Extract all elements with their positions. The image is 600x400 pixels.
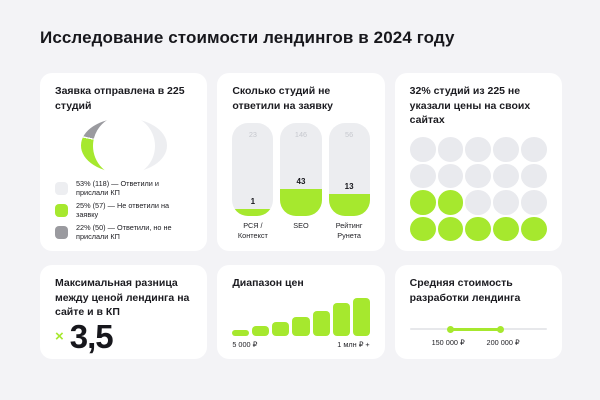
donut-legend: 53% (118) — Ответили и прислали КП 25% (… — [55, 179, 192, 241]
card-title: 32% студий из 225 не указали цены на сво… — [409, 85, 531, 127]
legend-swatch-green — [55, 203, 68, 217]
bar-group: 23 1 — [232, 123, 274, 217]
bar-value: 1 — [250, 196, 256, 206]
waffle-cell — [493, 137, 520, 162]
bar-total: 23 — [248, 130, 257, 140]
card-title: Максимальная разница между ценой лендинг… — [55, 277, 190, 319]
range-bar — [332, 303, 350, 336]
card-max-difference: Максимальная разница между ценой лендинг… — [40, 265, 208, 359]
legend-item: 25% (57) — Не ответили на заявку — [55, 201, 192, 219]
page-title: Исследование стоимости лендингов в 2024 … — [40, 28, 455, 47]
legend-label: 25% (57) — Не ответили на заявку — [76, 201, 170, 219]
legend-item: 53% (118) — Ответили и прислали КП — [55, 179, 192, 197]
range-bars — [232, 298, 370, 336]
legend-swatch-dark-gray — [55, 225, 68, 239]
waffle-cell — [409, 137, 436, 162]
bar-value: 13 — [344, 182, 354, 192]
waffle-cell — [493, 216, 520, 241]
slider-labels: 150 000 ₽ 200 000 ₽ — [410, 338, 547, 349]
waffle-cell — [493, 163, 520, 189]
bar-fill — [328, 194, 370, 217]
card-no-prices: 32% студий из 225 не указали цены на сво… — [394, 73, 562, 251]
waffle-cell — [521, 163, 547, 189]
waffle-cell — [437, 190, 464, 215]
card-price-range: Диапазон цен 5 000 ₽ 1 млн ₽ + — [217, 265, 385, 359]
bar-axis-labels: РСЯ / Контекст SEO Рейтинг Рунета — [232, 221, 369, 241]
card-title: Сколько студий не ответили на заявку — [232, 85, 333, 112]
waffle-cell — [493, 190, 520, 215]
legend-swatch-light-gray — [55, 181, 68, 195]
bar-fill — [280, 189, 322, 217]
waffle-cell — [521, 190, 547, 215]
cards-grid: Заявка отправлена в 225 студий 53% (118)… — [40, 73, 562, 359]
slider-dot-left — [447, 325, 455, 333]
multiplier: × 3,5 — [55, 320, 192, 353]
bar-value: 43 — [296, 177, 306, 187]
bar-group: 146 43 — [280, 123, 322, 217]
card-title: Средняя стоимость разработки лендинга — [409, 277, 521, 304]
multiplier-sign: × — [55, 328, 64, 346]
waffle-cell — [465, 163, 492, 189]
waffle-grid — [409, 137, 547, 241]
waffle-cell — [437, 137, 464, 162]
bar-total: 56 — [345, 130, 354, 140]
donut-chart — [80, 114, 167, 177]
range-min-label: 5 000 ₽ — [232, 340, 258, 349]
waffle-cell — [437, 216, 464, 241]
range-bar — [312, 311, 330, 336]
range-bar — [232, 329, 250, 336]
bar-label: SEO — [293, 221, 309, 231]
legend-label: 22% (50) — Ответили, но не прислали КП — [76, 223, 172, 241]
cost-slider — [409, 325, 547, 334]
card-average-cost: Средняя стоимость разработки лендинга 15… — [394, 265, 562, 359]
waffle-cell — [465, 137, 492, 162]
multiplier-value: 3,5 — [69, 318, 114, 356]
waffle-cell — [409, 190, 436, 215]
donut-hole — [92, 114, 155, 177]
bar-label: Рейтинг Рунета — [335, 221, 363, 241]
waffle-cell — [465, 190, 492, 215]
slider-dot-right — [496, 325, 504, 333]
bar-fill — [232, 208, 274, 217]
card-no-answer: Сколько студий не ответили на заявку 23 … — [217, 73, 385, 251]
waffle-cell — [465, 216, 492, 241]
range-axis-labels: 5 000 ₽ 1 млн ₽ + — [232, 340, 369, 349]
waffle-cell — [437, 163, 464, 189]
legend-item: 22% (50) — Ответили, но не прислали КП — [55, 223, 192, 241]
bar-group: 56 13 — [328, 123, 370, 217]
range-bar — [252, 325, 270, 336]
waffle-cell — [409, 216, 436, 241]
card-applications-sent: Заявка отправлена в 225 студий 53% (118)… — [40, 73, 208, 251]
card-title: Заявка отправлена в 225 студий — [55, 85, 185, 112]
bar-label: РСЯ / Контекст — [237, 221, 268, 241]
slider-from-label: 150 000 ₽ — [431, 338, 465, 347]
slider-range — [450, 327, 501, 331]
bar-total: 146 — [294, 130, 308, 140]
waffle-cell — [521, 137, 547, 162]
infographic-page: Исследование стоимости лендингов в 2024 … — [40, 28, 562, 359]
range-bar — [352, 298, 370, 336]
legend-label: 53% (118) — Ответили и прислали КП — [76, 179, 159, 197]
waffle-cell — [409, 163, 436, 189]
range-bar — [292, 316, 310, 336]
slider-to-label: 200 000 ₽ — [486, 338, 520, 347]
bar-chart: 23 1 146 43 56 13 — [232, 123, 370, 217]
waffle-cell — [521, 216, 547, 241]
range-bar — [272, 321, 290, 336]
card-title: Диапазон цен — [232, 277, 304, 289]
range-max-label: 1 млн ₽ + — [337, 340, 370, 349]
